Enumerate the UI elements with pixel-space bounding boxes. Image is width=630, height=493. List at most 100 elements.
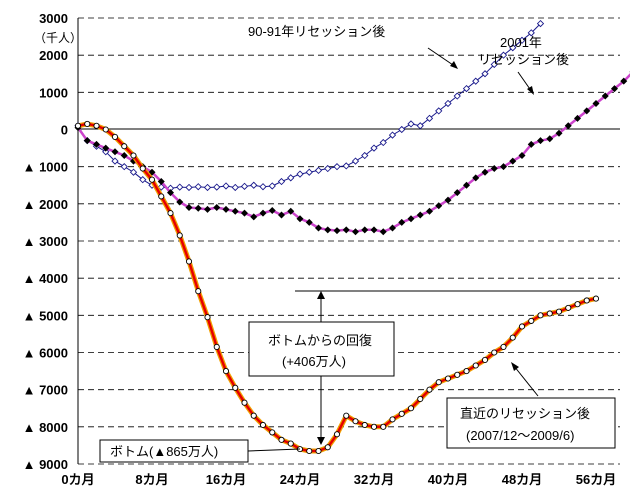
data-point xyxy=(574,301,581,308)
x-tick-label: 16カ月 xyxy=(206,472,246,487)
data-point xyxy=(240,182,249,191)
data-point xyxy=(472,77,480,85)
y-tick-labels: 3000 2000 1000 0 ▲ 1000 ▲ 2000 ▲ 3000 ▲ 4000 ▲ 5… xyxy=(23,11,68,472)
data-point xyxy=(333,163,341,171)
data-point xyxy=(185,183,193,192)
data-point xyxy=(389,416,396,423)
data-point xyxy=(213,183,221,191)
bottom-connector xyxy=(247,448,301,452)
data-point xyxy=(370,144,378,152)
y-tick-label: ▲ 6000 xyxy=(23,346,68,361)
data-point xyxy=(324,164,332,173)
series-0 xyxy=(74,19,545,192)
data-point xyxy=(407,215,415,223)
data-point xyxy=(278,436,285,443)
data-point xyxy=(204,314,211,321)
bottom-label: ボトム(▲865万人) xyxy=(110,444,218,459)
series-line xyxy=(76,73,630,233)
data-point xyxy=(407,405,415,412)
data-point xyxy=(306,447,313,455)
data-point xyxy=(158,193,165,200)
data-point xyxy=(435,202,443,210)
data-point xyxy=(259,183,267,191)
data-point xyxy=(444,99,452,108)
data-point xyxy=(583,297,590,304)
data-point xyxy=(444,375,452,382)
axes xyxy=(77,18,620,464)
y-tick-label: 2000 xyxy=(39,48,68,63)
data-point xyxy=(324,226,332,234)
x-tick-label: 8カ月 xyxy=(135,472,168,487)
data-point xyxy=(315,447,322,455)
data-point xyxy=(176,232,183,239)
data-point xyxy=(518,323,526,330)
label-9091: 90-91年リセッション後 xyxy=(248,24,385,39)
recent-box xyxy=(446,397,616,449)
data-point xyxy=(324,444,331,451)
data-point xyxy=(592,295,600,302)
data-point xyxy=(416,122,424,130)
data-point xyxy=(157,178,165,186)
data-point xyxy=(388,131,397,139)
data-point xyxy=(84,120,91,127)
x-tick-label: 40カ月 xyxy=(428,472,468,487)
y-tick-label: ▲ 8000 xyxy=(23,420,68,435)
recovery-arrowhead-down xyxy=(317,437,325,445)
data-point xyxy=(472,174,480,182)
data-point xyxy=(490,60,498,69)
data-point xyxy=(204,205,211,213)
data-point xyxy=(250,181,258,189)
data-point xyxy=(389,224,396,232)
data-point xyxy=(435,107,443,115)
data-point xyxy=(352,228,359,236)
arrowhead-recent xyxy=(511,362,519,371)
data-point xyxy=(620,77,628,85)
data-point xyxy=(129,168,138,176)
data-point xyxy=(537,312,544,319)
data-point xyxy=(425,114,434,122)
data-point xyxy=(481,70,489,78)
y-tick-label: ▲ 5000 xyxy=(23,308,68,323)
arrow-recent xyxy=(513,365,539,397)
series-1 xyxy=(74,71,630,236)
data-point xyxy=(231,183,239,192)
data-point xyxy=(361,226,369,234)
data-point xyxy=(269,429,276,436)
label-2001-line2: リセッション後 xyxy=(478,52,569,67)
data-point xyxy=(398,410,405,417)
data-point xyxy=(111,157,119,165)
y-unit-label: （千人） xyxy=(34,31,82,45)
data-point xyxy=(481,168,489,176)
data-point xyxy=(305,218,313,226)
data-point xyxy=(194,183,202,191)
data-point xyxy=(462,84,471,93)
data-point xyxy=(509,44,517,52)
data-point xyxy=(611,85,618,93)
data-point xyxy=(139,176,147,184)
data-point xyxy=(416,211,424,219)
y-tick-label: 0 xyxy=(61,123,68,138)
data-point xyxy=(518,152,526,160)
data-point xyxy=(102,126,109,133)
data-point xyxy=(453,92,461,100)
x-tick-label: 56カ月 xyxy=(576,472,616,487)
data-point xyxy=(333,227,341,235)
recovery-box xyxy=(248,321,395,377)
data-point xyxy=(296,170,304,178)
data-point xyxy=(380,423,387,430)
data-point xyxy=(592,99,600,107)
data-point xyxy=(148,176,156,183)
data-point xyxy=(463,368,470,375)
data-point xyxy=(111,133,119,140)
data-point xyxy=(555,308,563,315)
data-point xyxy=(536,19,545,28)
data-point xyxy=(102,148,110,156)
data-point xyxy=(111,148,119,156)
data-point xyxy=(222,182,230,190)
arrowhead-9091 xyxy=(450,61,458,69)
data-point xyxy=(222,205,230,213)
data-point xyxy=(120,152,128,160)
data-point xyxy=(93,122,100,129)
data-point xyxy=(398,125,406,134)
